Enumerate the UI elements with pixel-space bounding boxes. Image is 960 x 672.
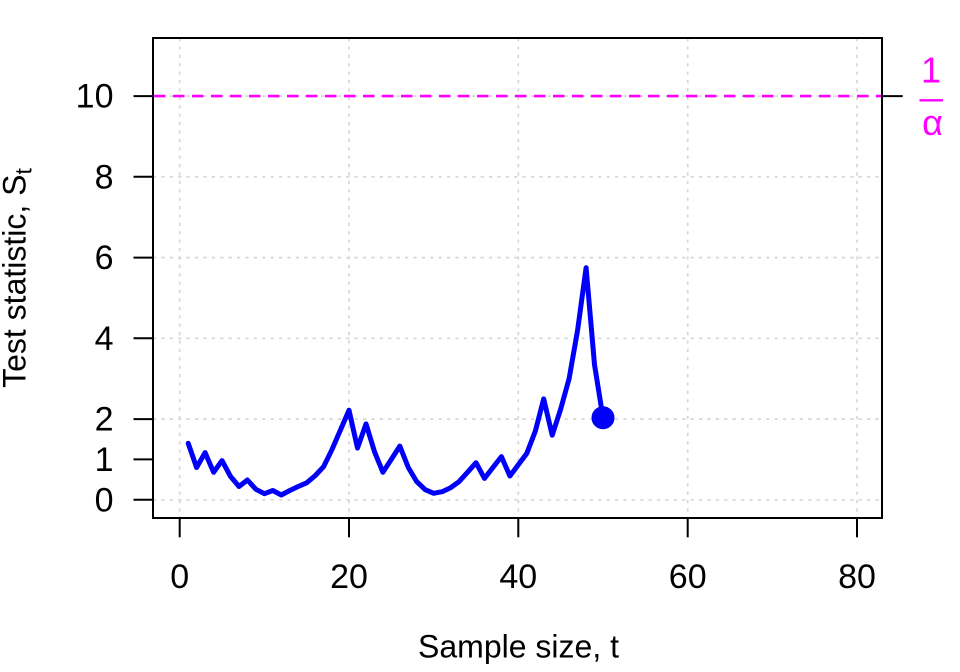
svg-text:6: 6	[95, 239, 114, 277]
svg-text:4: 4	[95, 320, 114, 358]
svg-text:10: 10	[76, 78, 114, 116]
svg-text:Sample size, t: Sample size, t	[418, 629, 619, 665]
svg-text:60: 60	[669, 558, 707, 596]
svg-text:80: 80	[838, 558, 876, 596]
svg-text:8: 8	[95, 158, 114, 196]
svg-text:40: 40	[499, 558, 537, 596]
svg-text:1: 1	[95, 441, 114, 479]
svg-text:1: 1	[921, 50, 941, 91]
svg-text:α: α	[922, 102, 943, 143]
svg-text:20: 20	[330, 558, 368, 596]
svg-text:0: 0	[170, 558, 189, 596]
svg-text:0: 0	[95, 481, 114, 519]
svg-text:2: 2	[95, 401, 114, 439]
svg-text:Test statistic, St: Test statistic, St	[0, 168, 37, 388]
